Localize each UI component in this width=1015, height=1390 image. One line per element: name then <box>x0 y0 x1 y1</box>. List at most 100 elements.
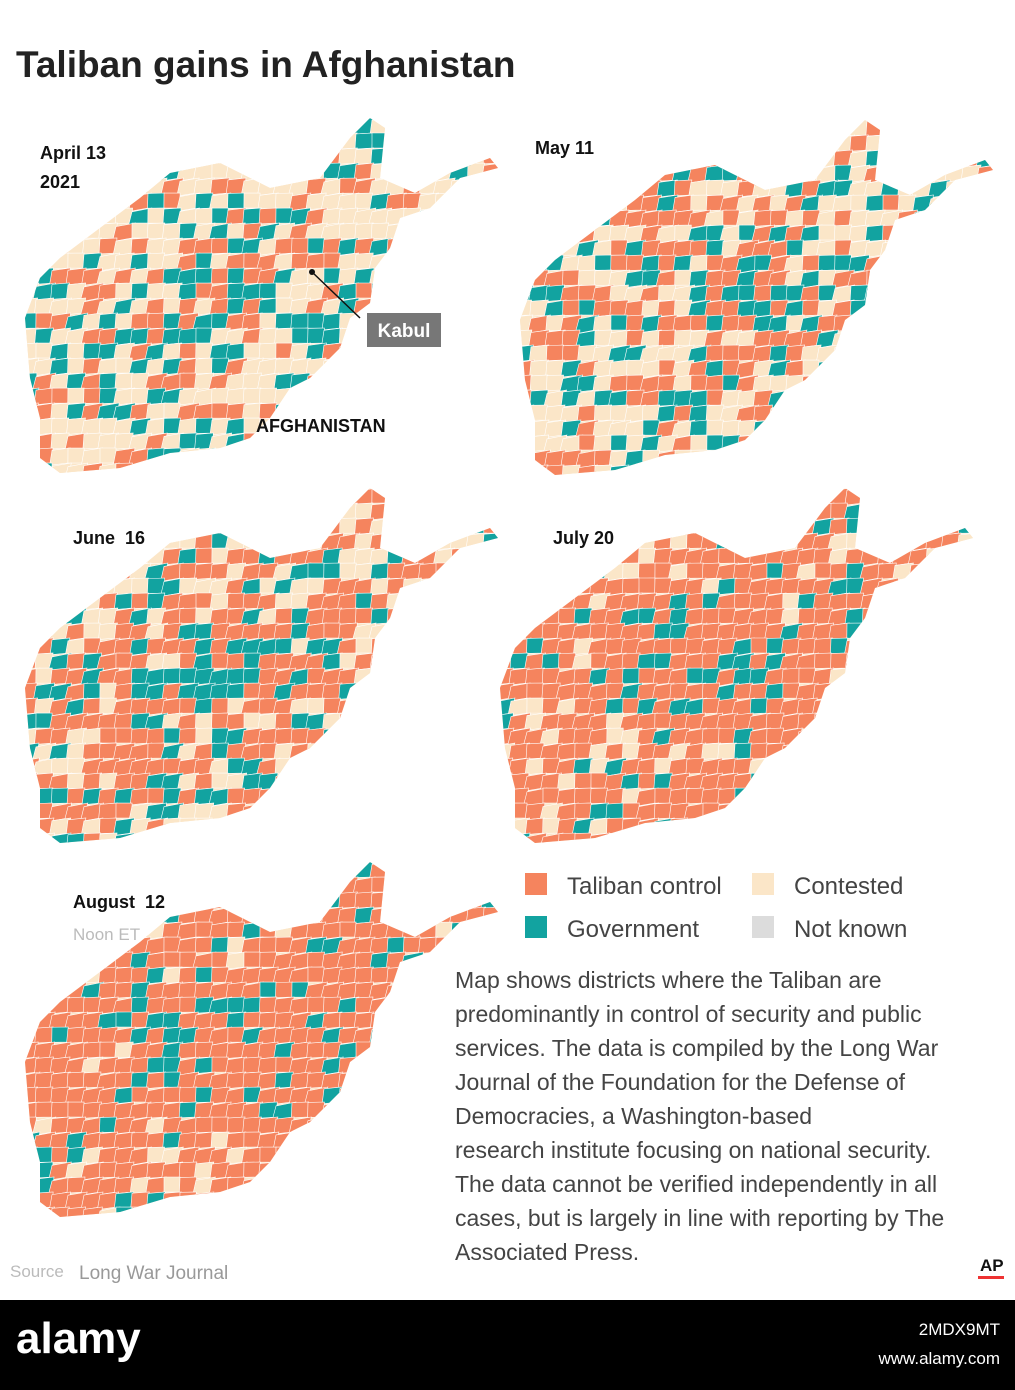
district <box>98 802 118 820</box>
district <box>355 607 373 624</box>
district <box>259 577 277 594</box>
district <box>225 417 247 436</box>
district <box>338 607 358 625</box>
district <box>195 712 213 729</box>
district <box>195 547 213 564</box>
district <box>211 772 229 789</box>
district <box>686 667 704 684</box>
district <box>690 194 708 211</box>
district <box>864 224 886 243</box>
district <box>370 607 390 625</box>
district <box>194 267 214 285</box>
title: Taliban gains in Afghanistan <box>16 44 516 85</box>
district <box>654 562 672 579</box>
district <box>849 134 869 152</box>
district <box>526 682 544 699</box>
note-line: Democracies, a Washington-based <box>455 1103 812 1129</box>
district <box>211 742 229 759</box>
district <box>813 637 833 655</box>
district <box>307 327 325 344</box>
district <box>716 577 738 596</box>
district <box>673 329 693 347</box>
footer-brand: alamy <box>16 1314 141 1363</box>
district <box>274 637 294 655</box>
district <box>850 194 868 211</box>
district <box>83 622 101 639</box>
district <box>657 299 677 317</box>
district <box>321 921 343 940</box>
district <box>225 951 247 970</box>
legend-swatch <box>525 873 547 895</box>
district <box>782 592 800 609</box>
district <box>594 449 612 466</box>
district <box>784 209 806 228</box>
credit-bar <box>978 1276 1004 1279</box>
district <box>722 344 740 361</box>
district <box>98 372 118 390</box>
kabul-dot <box>309 269 315 275</box>
district <box>689 419 709 437</box>
district <box>339 652 357 669</box>
district <box>99 447 117 464</box>
district <box>690 374 708 391</box>
district <box>258 342 278 360</box>
district <box>386 936 406 954</box>
district <box>834 239 852 256</box>
panel-time: Noon ET <box>73 925 140 944</box>
district <box>522 832 548 843</box>
district <box>82 342 102 360</box>
district <box>339 921 357 938</box>
district <box>211 652 229 669</box>
district <box>211 402 229 419</box>
district <box>706 389 724 406</box>
district <box>718 727 736 744</box>
district <box>211 207 229 224</box>
district <box>622 562 640 579</box>
district <box>35 1101 53 1118</box>
district <box>195 417 213 434</box>
district <box>305 252 327 271</box>
district <box>355 192 373 209</box>
district <box>274 592 294 610</box>
district <box>48 462 72 473</box>
district <box>323 622 341 639</box>
district <box>195 727 213 744</box>
district <box>130 312 150 330</box>
district <box>749 742 769 760</box>
district <box>258 1011 278 1029</box>
district <box>51 1146 69 1163</box>
district <box>195 921 213 938</box>
district <box>226 1116 246 1134</box>
district <box>321 312 343 331</box>
district <box>654 712 672 729</box>
district <box>307 562 325 579</box>
district <box>178 1086 198 1104</box>
district <box>336 282 360 302</box>
district <box>558 607 576 624</box>
district <box>210 936 230 954</box>
district <box>307 577 325 594</box>
district <box>243 682 261 699</box>
district <box>113 1086 135 1105</box>
district <box>259 387 277 404</box>
legend-label: Taliban control <box>567 873 722 900</box>
district <box>34 1026 54 1044</box>
note-line: Journal of the Foundation for the Defens… <box>455 1069 906 1095</box>
district <box>638 577 656 594</box>
district <box>355 637 373 654</box>
district <box>35 342 53 359</box>
district <box>225 712 247 731</box>
district <box>689 239 709 257</box>
district <box>35 312 53 329</box>
district <box>354 222 374 240</box>
district <box>226 222 246 240</box>
district <box>67 252 85 269</box>
district <box>193 1056 215 1075</box>
district <box>161 222 183 241</box>
district <box>163 417 181 434</box>
district <box>243 192 261 209</box>
district <box>50 1206 70 1217</box>
district <box>590 772 608 789</box>
legend: Taliban control Contested Government Not kn… <box>525 873 907 943</box>
district <box>163 727 181 744</box>
